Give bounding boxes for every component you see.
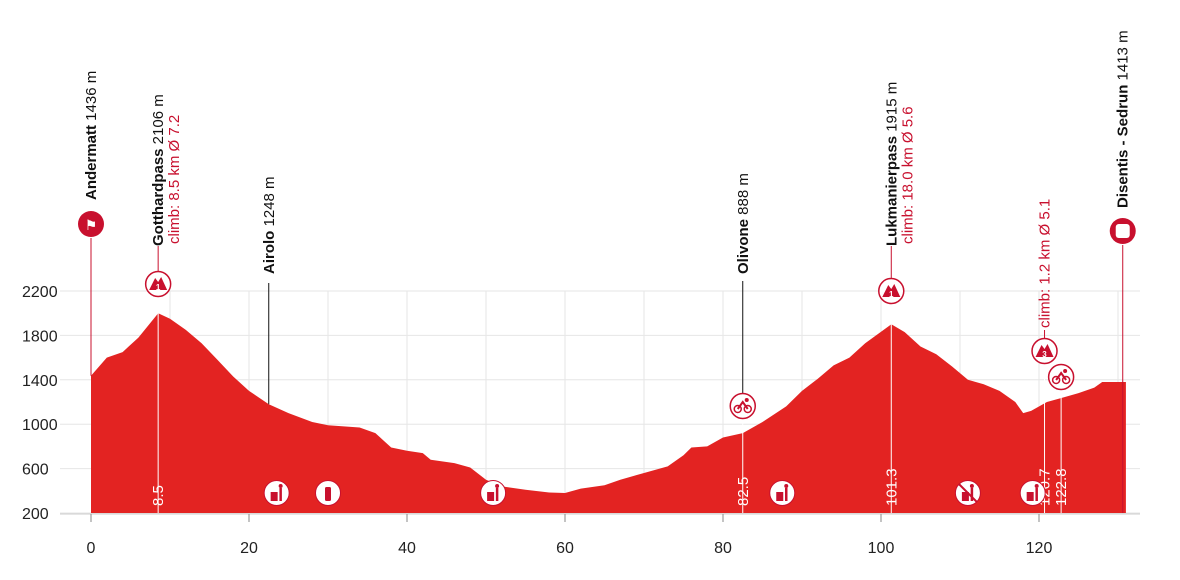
climb-info-part: climb: 18.0 km Ø 5.6: [899, 106, 916, 244]
y-tick-label: 2200: [22, 284, 58, 301]
category-number: 1: [156, 283, 161, 292]
place-label-part: Lukmanierpass: [883, 132, 900, 246]
climb-category-icon: 1: [878, 277, 905, 305]
bin-glyph: [776, 492, 784, 501]
wheel: [733, 404, 742, 414]
x-tick-label: 60: [556, 540, 574, 557]
person-head: [1034, 484, 1039, 488]
climb-info-part: climb: 8.5 km Ø 7.2: [166, 115, 183, 244]
y-tick-label: 1400: [22, 373, 58, 390]
km-label-part: 101.3: [883, 468, 900, 506]
y-tick-label: 200: [22, 506, 49, 523]
flag-glyph: ⚑: [85, 217, 98, 233]
climb-category-icon: 3: [1031, 337, 1058, 365]
climb-info: climb: 8.5 km Ø 7.2: [166, 115, 183, 244]
person-head: [784, 484, 789, 488]
rider-head: [1063, 369, 1068, 373]
start-flag-icon: ⚑: [78, 211, 104, 237]
bin-glyph: [1026, 492, 1034, 501]
category-number: 1: [889, 290, 894, 299]
km-label: 122.8: [1053, 468, 1070, 506]
y-tick-label: 1800: [22, 328, 58, 345]
x-tick-label: 80: [714, 540, 732, 557]
x-tick-label: 0: [87, 540, 96, 557]
place-label: Gotthardpass 2106 m: [150, 94, 167, 246]
no-slash: [958, 483, 978, 503]
bin-glyph: [270, 492, 278, 501]
litter-zone-icon: [480, 480, 507, 506]
litter-zone-icon: [1019, 480, 1046, 506]
category-number: 3: [1042, 350, 1047, 359]
mountain-glyph: [149, 277, 168, 290]
frame: [1055, 371, 1067, 381]
climb-info: climb: 1.2 km Ø 5.1: [1037, 199, 1054, 328]
y-tick-label: 600: [22, 462, 49, 479]
mountain-glyph: [1035, 344, 1054, 357]
y-tick-label: 1000: [22, 417, 58, 434]
rider-head: [744, 398, 749, 402]
finish-glyph: [1115, 224, 1130, 238]
km-label-part: 82.5: [735, 477, 752, 506]
place-label-part: 1436 m: [83, 71, 100, 121]
place-label-part: Andermatt: [83, 121, 100, 200]
bin-glyph: [487, 492, 495, 501]
wheel: [743, 404, 752, 414]
place-label-part: 1915 m: [883, 82, 900, 132]
place-label-part: 888 m: [735, 173, 752, 215]
finish-icon: [1109, 218, 1136, 244]
sprint-cyclist-icon: [729, 392, 756, 420]
climb-info-part: climb: 1.2 km Ø 5.1: [1037, 199, 1054, 328]
litter-zone-icon: [769, 480, 796, 506]
place-label-part: 2106 m: [150, 94, 167, 144]
feed-bottle-icon: [315, 480, 341, 506]
elevation-area: [91, 313, 1126, 513]
place-label: Lukmanierpass 1915 m: [883, 82, 900, 246]
place-label-part: Disentis - Sedrun: [1115, 80, 1132, 208]
place-label: Disentis - Sedrun 1413 m: [1115, 30, 1132, 208]
sprint-cyclist-icon-ring: [1047, 363, 1075, 391]
place-label: Olivone 888 m: [735, 173, 752, 274]
climb-info: climb: 18.0 km Ø 5.6: [899, 106, 916, 244]
x-tick-label: 120: [1026, 540, 1053, 557]
km-label: 8.5: [150, 485, 167, 506]
x-tick-label: 100: [868, 540, 895, 557]
wheel: [1061, 375, 1071, 385]
person-head: [278, 484, 283, 488]
start-badge: [78, 211, 104, 237]
km-label: 82.5: [735, 477, 752, 506]
person-head: [495, 484, 500, 488]
bin-glyph: [961, 492, 969, 501]
place-label-part: Olivone: [735, 215, 752, 274]
wheel: [1051, 375, 1061, 385]
sprint-cyclist-icon-ring: [729, 392, 756, 420]
x-tick-label: 20: [240, 540, 258, 557]
km-label-part: 122.8: [1053, 468, 1070, 506]
place-label-part: 1248 m: [261, 176, 278, 226]
bottle-glyph: [325, 487, 331, 501]
no-litter-icon: [954, 480, 981, 506]
mountain-glyph: [882, 284, 901, 297]
x-tick-label: 40: [398, 540, 416, 557]
sprint-cyclist-icon: [1047, 363, 1075, 391]
person-head: [969, 484, 974, 488]
place-label-part: Airolo: [261, 227, 278, 275]
climb-category-icon: 1: [144, 270, 172, 298]
litter-zone-icon: [263, 480, 290, 506]
km-label-part: 8.5: [150, 485, 167, 506]
place-label-part: Gotthardpass: [150, 144, 167, 246]
frame: [736, 400, 749, 410]
km-label: 101.3: [883, 468, 900, 506]
place-label-part: 1413 m: [1115, 30, 1132, 80]
place-label: Airolo 1248 m: [261, 176, 278, 274]
place-label: Andermatt 1436 m: [83, 71, 100, 200]
